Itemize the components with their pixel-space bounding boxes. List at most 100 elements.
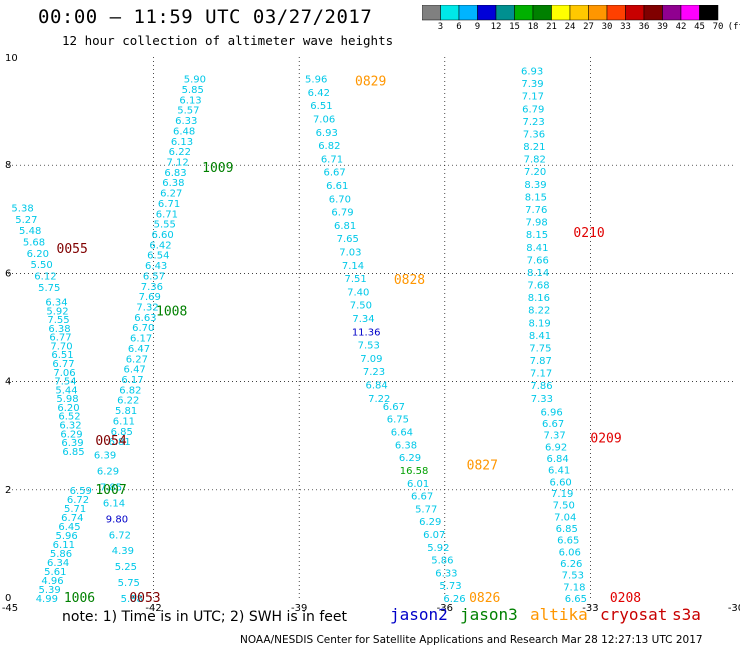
- wave-height-label: 7.36: [141, 282, 163, 293]
- wave-height-label: 5.61: [44, 567, 66, 578]
- wave-height-label: 6.96: [540, 407, 562, 418]
- wave-height-label: 5.92: [427, 543, 449, 554]
- wave-height-label: 7.55: [47, 315, 69, 326]
- wave-height-label: 7.98: [526, 218, 548, 229]
- wave-height-label: 5.92: [46, 306, 68, 317]
- wave-height-label: 5.90: [184, 75, 206, 86]
- wave-height-label: 7.12: [167, 157, 189, 168]
- wave-height-label: 6.70: [132, 323, 154, 334]
- pass-time-label: 0053: [129, 591, 160, 606]
- track-i: 6.966.677.376.926.846.416.607.197.507.04…: [540, 407, 587, 605]
- colorbar-label: 27: [583, 22, 594, 32]
- x-tick-label: -39: [291, 603, 307, 614]
- wave-height-label: 7.34: [352, 314, 374, 325]
- wave-height-label: 6.29: [60, 429, 82, 440]
- track-h: 6.937.397.176.797.237.368.217.827.208.39…: [521, 67, 553, 405]
- x-tick-label: -42: [145, 603, 161, 614]
- wave-height-label: 6.13: [179, 95, 201, 106]
- wave-height-label: 4.99: [36, 594, 58, 605]
- page-title: 00:00 — 11:59 UTC 03/27/2017: [38, 6, 373, 28]
- wave-height-label: 6.81: [334, 221, 356, 232]
- wave-height-label: 6.71: [156, 209, 178, 220]
- wave-height-label: 6.85: [556, 524, 578, 535]
- wave-height-label: 8.15: [525, 192, 547, 203]
- wave-height-label: 6.14: [103, 498, 125, 509]
- wave-height-label: 9.80: [106, 514, 128, 525]
- wave-height-label: 6.81: [108, 437, 130, 448]
- colorbar-label: 36: [638, 22, 650, 32]
- pass-time-label: 0209: [590, 431, 621, 446]
- wave-height-label: 5.96: [305, 75, 327, 86]
- wave-height-label: 7.20: [524, 167, 546, 178]
- wave-height-label: 6.33: [435, 568, 457, 579]
- wave-height-label: 7.65: [337, 234, 359, 245]
- wave-height-label: 7.23: [523, 117, 545, 128]
- wave-height-label: 7.82: [524, 155, 546, 166]
- colorbar-label: 33: [620, 22, 631, 32]
- track-b: 6.345.927.556.386.777.706.516.777.067.54…: [45, 298, 84, 458]
- wave-height-label: 6.22: [117, 396, 139, 407]
- colorbar-label: 9: [474, 22, 481, 32]
- wave-height-label: 5.88: [121, 594, 143, 605]
- wave-height-label: 8.39: [524, 180, 546, 191]
- wave-height-label: 6.26: [443, 594, 465, 605]
- wave-height-label: 7.50: [553, 501, 575, 512]
- wave-height-label: 6.72: [67, 495, 89, 506]
- wave-height-label: 5.75: [118, 578, 140, 589]
- wave-height-label: 6.39: [94, 451, 116, 462]
- wave-height-label: 5.75: [38, 283, 60, 294]
- note-text: note: 1) Time is in UTC; 2) SWH is in fe…: [62, 609, 348, 625]
- wave-height-label: 6.93: [316, 128, 338, 139]
- wave-height-label: 6.79: [522, 104, 544, 115]
- wave-height-label: 6.51: [310, 101, 332, 112]
- colorbar-label: 70: [712, 22, 724, 32]
- wave-height-label: 6.17: [121, 375, 143, 386]
- wave-height-label: 6.27: [160, 189, 182, 200]
- wave-height-label: 7.40: [347, 287, 369, 298]
- wave-height-label: 6.20: [57, 403, 79, 414]
- wave-height-label: 6.92: [545, 442, 567, 453]
- wave-height-label: 6.34: [47, 558, 69, 569]
- colorbar-label: 18: [527, 22, 539, 32]
- wave-height-label: 7.36: [523, 129, 545, 140]
- colorbar-label: 42: [675, 22, 687, 32]
- wave-height-label: 5.86: [431, 556, 453, 567]
- x-tick-label: -45: [2, 603, 18, 614]
- wave-height-label: 7.86: [530, 381, 552, 392]
- wave-height-label: 7.76: [525, 205, 547, 216]
- wave-height-label: 7.69: [139, 292, 161, 303]
- pass-time-label: 1006: [64, 591, 95, 606]
- colorbar-label: 3: [437, 22, 444, 32]
- wave-height-label: 6.54: [147, 251, 169, 262]
- wave-height-label: 6.51: [51, 350, 73, 361]
- wave-height-label: 6.17: [130, 334, 152, 345]
- wave-height-label: 6.67: [383, 402, 405, 413]
- colorbar-label: 15: [509, 22, 520, 32]
- wave-height-label: 6.67: [411, 492, 433, 503]
- track-d: 5.905.856.135.576.336.486.136.227.126.83…: [108, 75, 205, 448]
- wave-height-label: 8.22: [528, 306, 550, 317]
- wave-height-label: 16.58: [400, 466, 429, 477]
- wave-height-label: 5.38: [11, 203, 33, 214]
- wave-height-label: 6.77: [52, 359, 74, 370]
- wave-height-label: 7.75: [529, 343, 551, 354]
- wave-height-label: 7.54: [54, 377, 76, 388]
- wave-height-label: 6.13: [171, 137, 193, 148]
- wave-height-label: 6.27: [126, 354, 148, 365]
- wave-height-label: 6.07: [423, 530, 445, 541]
- pass-time-label: 0829: [355, 74, 386, 89]
- colorbar-swatch: [699, 5, 719, 21]
- legend-jason3: jason3: [460, 605, 518, 624]
- wave-height-label: 7.53: [562, 571, 584, 582]
- pass-time-label: 0208: [610, 591, 641, 606]
- wave-height-label: 6.26: [560, 559, 582, 570]
- wave-height-label: 6.77: [49, 333, 71, 344]
- wave-height-label: 6.61: [326, 181, 348, 192]
- wave-height-label: 8.21: [523, 142, 545, 153]
- wave-height-label: 6.83: [164, 168, 186, 179]
- pass-time-label: 0210: [573, 226, 604, 241]
- wave-height-label: 6.82: [318, 141, 340, 152]
- wave-height-label: 6.29: [399, 453, 421, 464]
- wave-height-label: 11.36: [352, 327, 381, 338]
